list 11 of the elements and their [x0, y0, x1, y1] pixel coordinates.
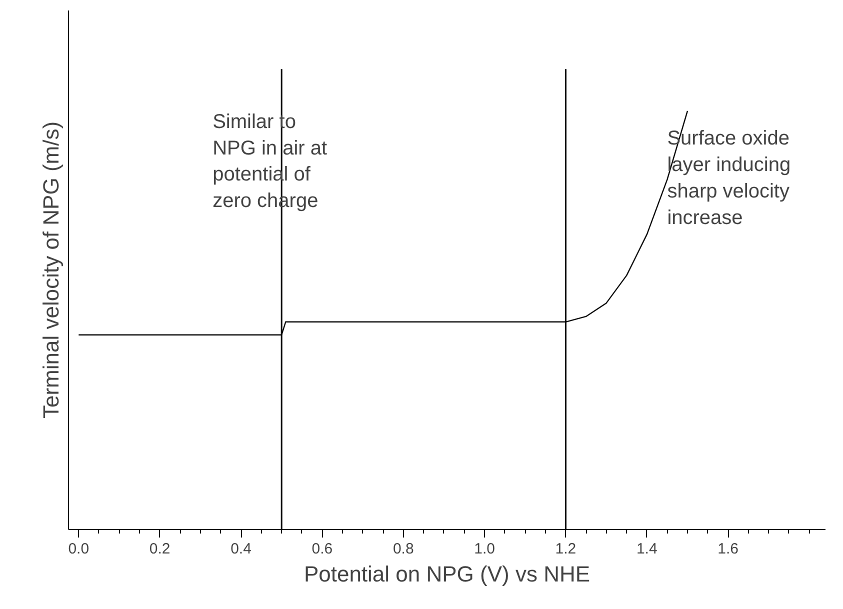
- x-tick-label: 1.6: [718, 540, 739, 558]
- x-tick-label: 1.2: [555, 540, 576, 558]
- x-tick-label: 0.4: [230, 540, 252, 558]
- x-tick-label: 0.0: [68, 540, 90, 558]
- x-tick-label: 1.4: [636, 540, 658, 558]
- x-axis-title: Potential on NPG (V) vs NHE: [304, 562, 590, 586]
- x-tick-label: 1.0: [474, 540, 495, 558]
- x-tick-label: 0.2: [149, 540, 170, 558]
- y-axis-title: Terminal velocity of NPG (m/s): [38, 121, 64, 419]
- x-tick-label: 0.8: [392, 540, 414, 558]
- x-tick-label: 0.6: [312, 540, 333, 558]
